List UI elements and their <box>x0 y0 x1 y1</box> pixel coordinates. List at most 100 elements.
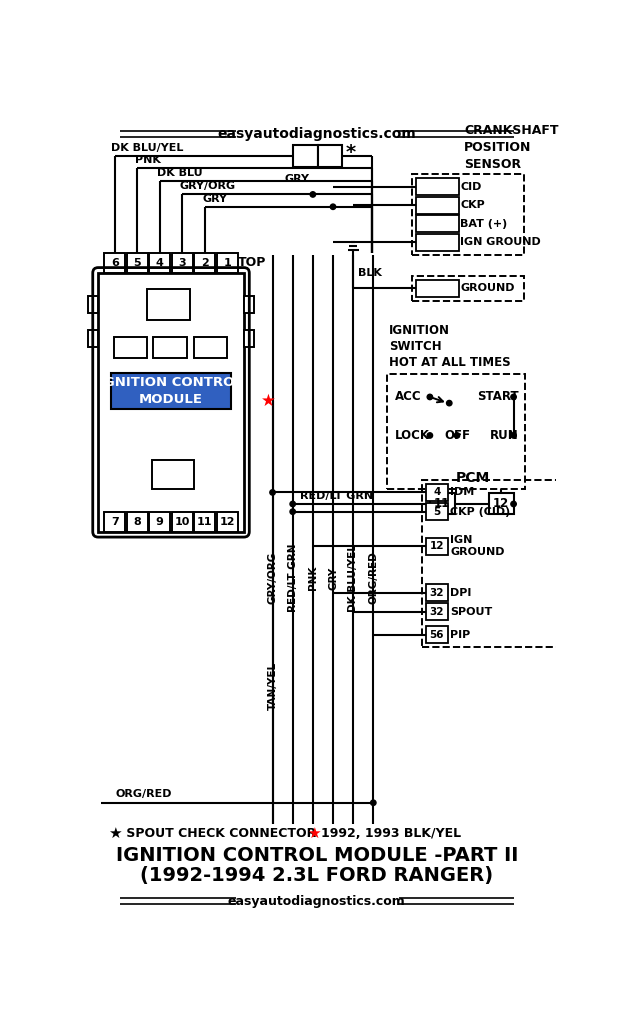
Bar <box>88 296 98 313</box>
Text: CID: CID <box>460 181 481 192</box>
Bar <box>426 626 447 644</box>
Bar <box>412 174 525 254</box>
Circle shape <box>290 509 295 514</box>
Text: 12: 12 <box>430 542 444 551</box>
Bar <box>293 145 318 167</box>
Text: 2: 2 <box>201 258 209 268</box>
Text: 5: 5 <box>133 258 141 268</box>
Circle shape <box>447 401 452 406</box>
Text: IGNITION
SWITCH
HOT AT ALL TIMES: IGNITION SWITCH HOT AT ALL TIMES <box>389 323 510 369</box>
Circle shape <box>290 502 295 507</box>
Text: 1: 1 <box>223 258 231 268</box>
Bar <box>104 253 125 273</box>
Text: BLK: BLK <box>358 268 382 278</box>
Bar <box>426 504 447 520</box>
Text: RED/LT GRN: RED/LT GRN <box>300 491 373 501</box>
Bar <box>489 493 514 514</box>
Text: DPI: DPI <box>450 587 472 597</box>
Text: 6: 6 <box>111 258 119 268</box>
Text: RUN: RUN <box>490 428 519 442</box>
Bar <box>416 178 459 196</box>
Bar <box>430 493 455 514</box>
Text: 12: 12 <box>219 517 235 526</box>
Text: TAN/YEL: TAN/YEL <box>268 661 277 710</box>
Text: 11: 11 <box>197 517 213 526</box>
Bar <box>172 512 193 531</box>
Text: PIP: PIP <box>450 630 470 640</box>
Text: (1992-1994 2.3L FORD RANGER): (1992-1994 2.3L FORD RANGER) <box>140 866 493 886</box>
Bar <box>426 484 447 501</box>
Bar <box>244 330 254 347</box>
Bar <box>416 234 459 250</box>
Bar <box>416 215 459 232</box>
Circle shape <box>270 489 275 495</box>
Text: SPOUT: SPOUT <box>450 607 493 617</box>
Bar <box>426 584 447 600</box>
Bar <box>387 374 525 489</box>
Text: easyautodiagnostics.com: easyautodiagnostics.com <box>228 895 405 907</box>
Bar <box>114 337 147 358</box>
Text: *: * <box>345 143 355 163</box>
Text: GRY/ORG: GRY/ORG <box>268 552 277 604</box>
Text: DK BLU: DK BLU <box>158 168 203 178</box>
Text: PNK: PNK <box>135 156 161 165</box>
Text: ★: ★ <box>260 391 276 410</box>
Text: RED/LT GRN: RED/LT GRN <box>288 544 298 612</box>
Bar <box>104 512 125 531</box>
Text: 10: 10 <box>174 517 190 526</box>
Text: IGN
GROUND: IGN GROUND <box>450 536 504 557</box>
Bar <box>127 253 148 273</box>
Text: 12: 12 <box>493 497 509 511</box>
Text: 8: 8 <box>133 517 141 526</box>
Circle shape <box>511 433 516 438</box>
Text: IGNITION CONTROL MODULE -PART II: IGNITION CONTROL MODULE -PART II <box>116 846 518 864</box>
Text: DK BLU/YEL: DK BLU/YEL <box>111 143 184 152</box>
Text: 56: 56 <box>430 630 444 640</box>
Circle shape <box>330 204 336 209</box>
Text: 11: 11 <box>434 497 451 511</box>
Bar <box>147 289 190 320</box>
Bar <box>111 373 232 409</box>
Circle shape <box>371 800 376 805</box>
Bar <box>426 604 447 620</box>
Text: GRY: GRY <box>203 194 227 204</box>
Bar <box>194 512 215 531</box>
Text: PCM: PCM <box>455 471 489 485</box>
Text: easyautodiagnostics.com: easyautodiagnostics.com <box>218 127 416 141</box>
Text: 9: 9 <box>156 517 164 526</box>
Bar <box>98 273 244 531</box>
Text: CKP (CID): CKP (CID) <box>450 507 510 517</box>
Bar <box>412 276 525 301</box>
Text: CKP: CKP <box>460 200 485 210</box>
Bar <box>416 280 459 297</box>
Text: OFF: OFF <box>444 428 470 442</box>
Text: START: START <box>477 390 519 404</box>
Text: 5: 5 <box>433 507 441 517</box>
Bar <box>153 337 187 358</box>
Text: IDM: IDM <box>450 487 474 497</box>
Circle shape <box>310 192 316 197</box>
Bar <box>318 145 342 167</box>
Text: 32: 32 <box>430 587 444 597</box>
Text: DK BLU/YEL: DK BLU/YEL <box>348 544 358 612</box>
Text: GRY: GRY <box>328 566 338 589</box>
Text: IGNITION CONTROL
MODULE: IGNITION CONTROL MODULE <box>99 376 243 406</box>
Text: ★: ★ <box>108 826 121 842</box>
Text: CRANKSHAFT
POSITION
SENSOR: CRANKSHAFT POSITION SENSOR <box>464 124 559 171</box>
Text: 32: 32 <box>430 607 444 617</box>
Text: ORG/RED: ORG/RED <box>116 789 172 799</box>
Bar <box>244 296 254 313</box>
Bar <box>150 512 170 531</box>
Text: GRY/ORG: GRY/ORG <box>180 181 236 192</box>
Bar <box>422 480 558 647</box>
Text: TOP: TOP <box>238 256 266 270</box>
Text: 3: 3 <box>179 258 186 268</box>
Text: GROUND: GROUND <box>460 283 515 294</box>
Text: ORG/RED: ORG/RED <box>368 551 378 605</box>
Text: 1992, 1993 BLK/YEL: 1992, 1993 BLK/YEL <box>321 827 462 840</box>
Bar <box>194 253 215 273</box>
Bar <box>193 337 227 358</box>
Text: 4: 4 <box>433 487 441 497</box>
Circle shape <box>511 502 516 507</box>
Bar <box>127 512 148 531</box>
